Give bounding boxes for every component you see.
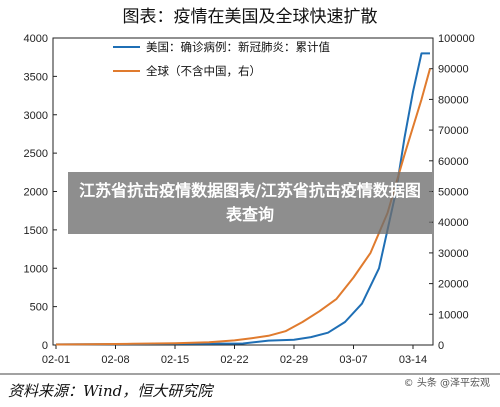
right-axis-ticks: 1000009000080000700006000050000400003000… [429,33,475,352]
right-tick-label: 20000 [438,279,469,291]
left-tick-label: 3000 [24,110,48,122]
legend: 美国：确诊病例：新冠肺炎：累计值 全球（不含中国，右） [113,40,330,78]
right-tick-label: 50000 [438,187,469,199]
x-tick-label: 02-15 [161,354,189,366]
right-tick-label: 90000 [438,64,469,76]
right-tick-label: 40000 [438,217,469,229]
right-tick-label: 100000 [438,33,475,45]
x-tick-label: 02-08 [101,354,129,366]
right-tick-label: 0 [438,340,444,352]
left-tick-label: 4000 [24,33,48,45]
x-tick-label: 02-22 [220,354,248,366]
source-note: 资料来源：Wind，恒大研究院 [8,382,214,400]
left-axis-ticks: 4000 3500 3000 2500 2000 1500 1000 500 0 [24,33,57,352]
left-tick-label: 2500 [24,148,48,160]
x-tick-label: 02-01 [42,354,70,366]
x-axis-ticks: 02-01 02-08 02-15 02-22 02-29 03-07 03-14 [42,345,427,366]
left-tick-label: 0 [42,340,48,352]
x-tick-label: 02-29 [280,354,308,366]
overlay-banner: 江苏省抗击疫情数据图表/江苏省抗击疫情数据图表查询 [68,172,432,234]
left-tick-label: 500 [30,302,48,314]
x-tick-label: 03-07 [339,354,367,366]
left-tick-label: 1500 [24,225,48,237]
watermark: © 头条 @泽平宏观 [404,376,490,389]
chart-title: 图表：疫情在美国及全球快速扩散 [123,7,378,27]
right-tick-label: 80000 [438,94,469,106]
right-tick-label: 30000 [438,248,469,260]
legend-label-global: 全球（不含中国，右） [146,64,261,78]
left-tick-label: 2000 [24,187,48,199]
right-tick-label: 10000 [438,309,469,321]
left-tick-label: 3500 [24,71,48,83]
left-tick-label: 1000 [24,263,48,275]
x-tick-label: 03-14 [399,354,427,366]
right-tick-label: 70000 [438,125,469,137]
right-tick-label: 60000 [438,156,469,168]
legend-label-us: 美国：确诊病例：新冠肺炎：累计值 [146,40,330,54]
